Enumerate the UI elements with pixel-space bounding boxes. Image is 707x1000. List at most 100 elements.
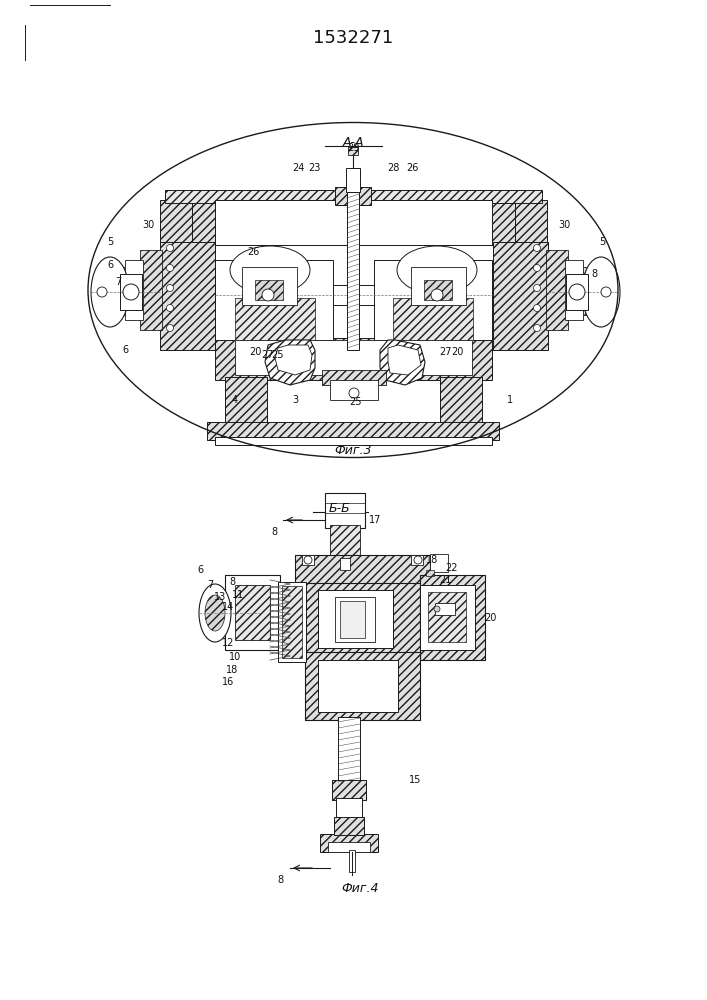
Text: Фиг.4: Фиг.4: [341, 882, 379, 894]
Text: 26: 26: [406, 163, 418, 173]
Text: 20: 20: [249, 347, 261, 357]
Bar: [582, 267, 594, 315]
Circle shape: [304, 556, 312, 564]
Bar: [420, 575, 485, 660]
Bar: [105, 293, 117, 305]
Bar: [420, 585, 475, 650]
Bar: [348, 147, 358, 155]
Text: 29: 29: [347, 143, 359, 153]
Bar: [160, 200, 192, 245]
Text: 14: 14: [222, 602, 234, 612]
Bar: [335, 187, 371, 205]
Bar: [215, 260, 333, 340]
Bar: [318, 590, 393, 648]
Bar: [165, 190, 542, 203]
Ellipse shape: [230, 246, 310, 294]
Bar: [115, 267, 127, 315]
Text: Фиг.3: Фиг.3: [334, 444, 372, 456]
Text: 1: 1: [507, 395, 513, 405]
Text: 27: 27: [439, 347, 451, 357]
Polygon shape: [380, 340, 425, 385]
Bar: [334, 817, 364, 835]
Bar: [340, 601, 365, 638]
Bar: [330, 380, 378, 400]
Text: 8: 8: [271, 527, 277, 537]
Ellipse shape: [91, 257, 129, 327]
Ellipse shape: [397, 246, 477, 294]
Bar: [92, 278, 112, 306]
Bar: [207, 422, 499, 440]
Bar: [190, 190, 515, 245]
Bar: [235, 298, 315, 340]
Circle shape: [349, 388, 359, 398]
Bar: [374, 260, 492, 340]
Circle shape: [167, 304, 173, 312]
Bar: [515, 200, 547, 245]
Bar: [225, 575, 280, 650]
Text: 20: 20: [451, 347, 463, 357]
Bar: [493, 242, 548, 350]
Text: 6: 6: [197, 565, 203, 575]
Text: 17: 17: [369, 515, 381, 525]
Circle shape: [601, 287, 611, 297]
Text: 30: 30: [558, 220, 570, 230]
Circle shape: [167, 324, 173, 332]
Circle shape: [434, 606, 440, 612]
Bar: [428, 592, 466, 642]
Bar: [335, 597, 375, 642]
Bar: [566, 274, 588, 310]
Bar: [565, 260, 583, 320]
Circle shape: [167, 244, 173, 251]
Text: 4: 4: [232, 395, 238, 405]
Text: 6: 6: [107, 260, 113, 270]
Bar: [328, 842, 370, 852]
Bar: [340, 558, 350, 570]
Bar: [215, 437, 492, 445]
Bar: [278, 582, 306, 662]
Circle shape: [534, 264, 540, 271]
Text: 30: 30: [142, 220, 154, 230]
Bar: [424, 280, 452, 300]
Bar: [336, 798, 362, 818]
Bar: [322, 370, 386, 385]
Bar: [305, 583, 420, 655]
Bar: [225, 377, 267, 425]
Polygon shape: [275, 345, 312, 375]
Text: 18: 18: [426, 555, 438, 565]
Bar: [320, 834, 378, 852]
Circle shape: [167, 264, 173, 271]
Circle shape: [569, 284, 585, 300]
Bar: [393, 298, 473, 340]
Text: 11: 11: [232, 590, 244, 600]
Text: 21: 21: [439, 575, 451, 585]
Bar: [596, 278, 616, 306]
Text: 1532271: 1532271: [313, 29, 393, 47]
Text: 3: 3: [292, 395, 298, 405]
Text: 27: 27: [261, 350, 273, 360]
Bar: [242, 267, 297, 305]
Text: 25: 25: [271, 350, 284, 360]
Text: 7: 7: [115, 277, 121, 287]
Bar: [411, 267, 466, 305]
Ellipse shape: [582, 257, 620, 327]
Circle shape: [431, 289, 443, 301]
Bar: [426, 570, 434, 576]
Text: 8: 8: [591, 269, 597, 279]
Text: 13: 13: [214, 592, 226, 602]
Bar: [330, 525, 360, 560]
Bar: [338, 717, 360, 785]
Ellipse shape: [205, 595, 225, 631]
Circle shape: [534, 284, 540, 292]
Bar: [235, 585, 270, 640]
Circle shape: [97, 287, 107, 297]
Text: 20: 20: [484, 613, 496, 623]
Bar: [255, 280, 283, 300]
Bar: [440, 377, 482, 425]
Circle shape: [414, 556, 422, 564]
Text: 16: 16: [222, 677, 234, 687]
Bar: [215, 285, 492, 305]
Text: 22: 22: [445, 563, 458, 573]
Bar: [435, 603, 455, 615]
Text: 12: 12: [222, 638, 234, 648]
Bar: [125, 260, 143, 320]
